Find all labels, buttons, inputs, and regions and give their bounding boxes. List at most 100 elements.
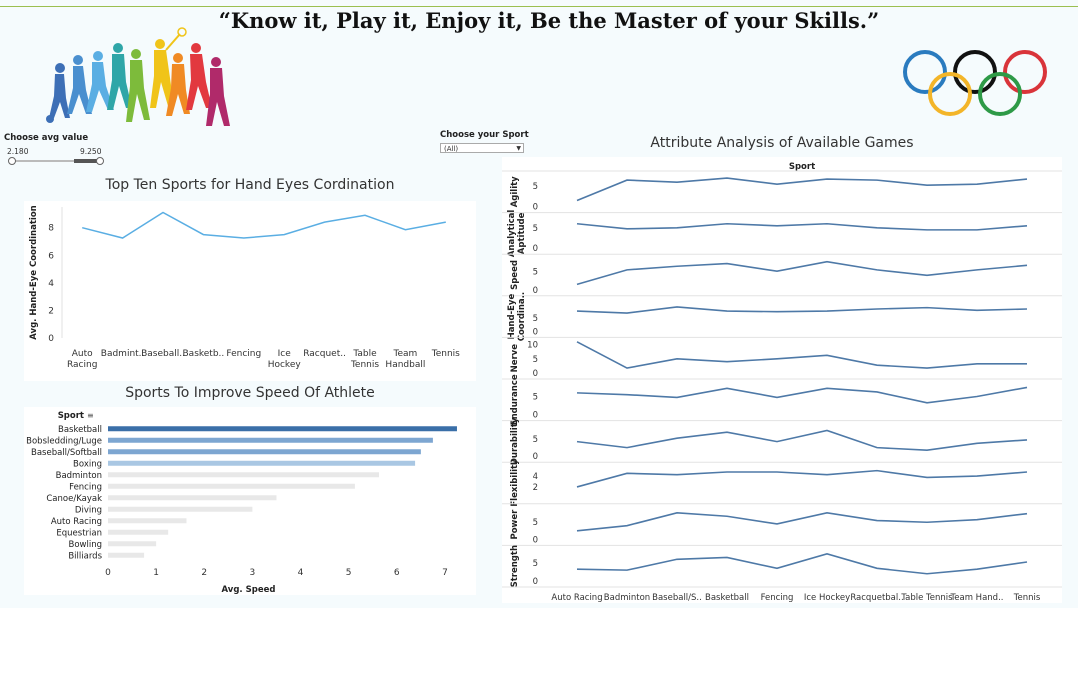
- x-tick-label: Ice Hockey: [804, 593, 850, 603]
- attribute-label: Agility: [510, 176, 520, 207]
- x-tick-label: Table: [352, 349, 377, 359]
- bar-category-label: Bowling: [69, 540, 103, 550]
- x-tick-label: Ice: [278, 349, 292, 359]
- speed-chart-panel: Sport ≡ Basketball Bobsledding/Luge Baseball…: [24, 407, 476, 595]
- y-tick-label: 0: [533, 244, 538, 254]
- x-tick-label: Fencing: [761, 593, 794, 603]
- bar-category-label: Basketball: [58, 425, 102, 435]
- attribute-series-line: [577, 224, 1027, 230]
- hand-eye-series-line: [82, 213, 446, 239]
- attribute-chart-title: Attribute Analysis of Available Games: [502, 135, 1062, 151]
- y-tick-label: 4: [48, 279, 54, 289]
- y-tick-label: 0: [533, 369, 538, 379]
- x-tick-label: Racing: [67, 360, 97, 370]
- attribute-label: Durability: [510, 417, 520, 465]
- y-tick-label: 0: [533, 577, 538, 587]
- attribute-series-line: [577, 554, 1027, 574]
- y-tick-label: 5: [533, 314, 538, 324]
- hand-eye-chart-panel: 0 2 4 6 8 Avg. Hand-Eye Coordination Auto Racin…: [24, 201, 476, 381]
- x-tick-label: Basketball: [705, 593, 749, 603]
- x-tick-label: Tennis: [1013, 593, 1041, 603]
- sport-column-header: Sport: [58, 411, 84, 421]
- y-tick-label: 5: [533, 559, 538, 569]
- y-tick-label: 5: [533, 182, 538, 192]
- x-tick-label: Racquet..: [303, 349, 346, 359]
- speed-bar: [108, 495, 276, 500]
- avg-value-min: 2.180: [7, 147, 28, 156]
- speed-bar: [108, 530, 168, 535]
- attribute-label: Power: [510, 509, 520, 540]
- x-tick-label: 6: [394, 568, 400, 578]
- attribute-series-line: [577, 471, 1027, 487]
- x-tick-label: 1: [153, 568, 159, 578]
- y-tick-label: 5: [533, 268, 538, 278]
- y-tick-label: 5: [533, 518, 538, 528]
- y-tick-label: 5: [533, 435, 538, 445]
- y-tick-label: 5: [533, 355, 538, 365]
- x-tick-label: Badminton: [604, 593, 650, 603]
- y-tick-label: 5: [533, 224, 538, 234]
- speed-bar: [108, 426, 457, 431]
- speed-bar: [108, 461, 415, 466]
- attribute-label: Flexibility: [510, 459, 520, 507]
- attribute-label: Endurance: [510, 374, 520, 425]
- attribute-line-charts: Sport Agility 0 5 Analytical Aptitude 0 5 Speed 0…: [502, 157, 1062, 603]
- speed-chart-title: Sports To Improve Speed Of Athlete: [24, 385, 476, 401]
- x-axis-label: Avg. Speed: [222, 585, 276, 595]
- x-tick-label: Tennis: [431, 349, 460, 359]
- y-tick-label: 0: [533, 411, 538, 421]
- y-tick-label: 5: [533, 392, 538, 402]
- speed-bar: [108, 541, 156, 546]
- olympic-rings-icon: [900, 48, 1050, 120]
- y-tick-label: 2: [48, 306, 54, 316]
- attribute-chart-panel: Sport Agility 0 5 Analytical Aptitude 0 5 Speed 0…: [502, 157, 1062, 603]
- bar-category-label: Equestrian: [56, 528, 102, 538]
- y-tick-label: 0: [533, 286, 538, 296]
- sport-filter-selected: (All): [444, 145, 458, 153]
- x-tick-label: 2: [201, 568, 207, 578]
- attribute-label: Speed: [510, 260, 520, 290]
- x-tick-label: Baseball/S..: [652, 593, 702, 603]
- y-tick-label: 0: [533, 327, 538, 337]
- x-tick-label: Auto Racing: [551, 593, 602, 603]
- attribute-series-line: [577, 342, 1027, 368]
- x-tick-label: 4: [298, 568, 304, 578]
- x-tick-label: Team: [393, 349, 418, 359]
- avg-value-max: 9.250: [80, 147, 101, 156]
- y-tick-label: 0: [533, 452, 538, 462]
- x-tick-label: 3: [250, 568, 256, 578]
- attribute-series-line: [577, 178, 1027, 200]
- y-tick-label: 4: [533, 472, 538, 482]
- attribute-series-line: [577, 307, 1027, 313]
- attribute-series-line: [577, 262, 1027, 285]
- x-tick-label: Badmint..: [101, 349, 145, 359]
- attribute-label: Aptitude: [517, 212, 527, 254]
- bar-category-label: Badminton: [56, 471, 102, 481]
- bar-category-label: Auto Racing: [51, 517, 102, 527]
- bar-category-label: Bobsledding/Luge: [26, 436, 102, 446]
- attribute-series-line: [577, 513, 1027, 531]
- x-tick-label: Fencing: [226, 349, 261, 359]
- sports-silhouettes-logo-icon: [40, 26, 235, 130]
- avg-value-slider-max-handle[interactable]: [96, 157, 104, 165]
- x-tick-label: Baseball..: [141, 349, 185, 359]
- y-tick-label: 2: [533, 483, 538, 493]
- x-tick-label: Table Tennis: [900, 593, 953, 603]
- speed-bar: [108, 472, 379, 477]
- y-tick-label: 8: [48, 224, 54, 234]
- speed-bar: [108, 484, 355, 489]
- attribute-label: Strength: [510, 545, 520, 587]
- y-tick-label: 0: [533, 535, 538, 545]
- x-tick-label: 5: [346, 568, 352, 578]
- x-tick-label: 7: [442, 568, 448, 578]
- x-tick-label: Basketb..: [183, 349, 225, 359]
- avg-value-slider-min-handle[interactable]: [8, 157, 16, 165]
- bar-category-label: Fencing: [69, 482, 102, 492]
- speed-bar: [108, 518, 186, 523]
- top-divider: [0, 6, 1078, 7]
- y-axis-label: Avg. Hand-Eye Coordination: [29, 205, 39, 339]
- x-tick-label: Auto: [72, 349, 93, 359]
- avg-value-filter-title: Choose avg value: [4, 133, 88, 143]
- bar-category-label: Baseball/Softball: [31, 448, 102, 458]
- hand-eye-line-chart: 0 2 4 6 8 Avg. Hand-Eye Coordination AutoRacin…: [24, 201, 476, 381]
